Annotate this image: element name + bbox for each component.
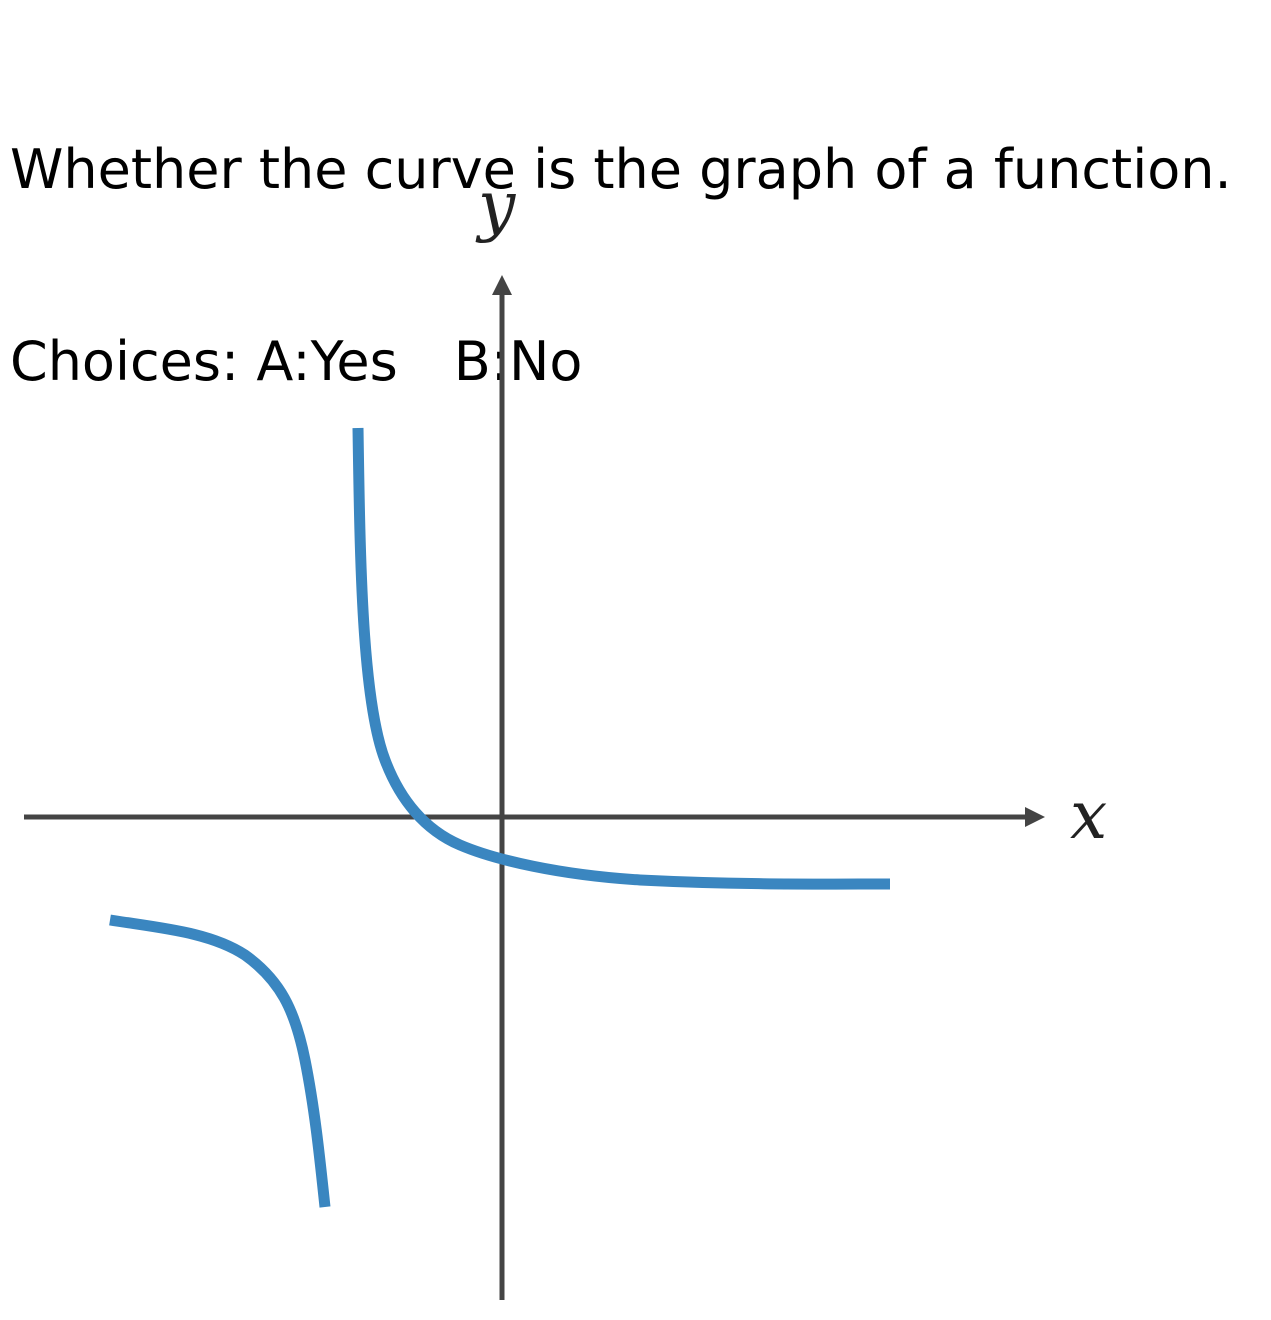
question-text: Whether the curve is the graph of a func…: [10, 138, 1232, 201]
y-axis-label: y: [475, 167, 516, 244]
choice-a[interactable]: A:Yes: [256, 330, 398, 393]
choices-row: Choices: A:Yes B:No: [10, 330, 1232, 394]
x-axis-label: x: [1070, 777, 1107, 854]
curve-left-branch: [109, 914, 331, 1208]
curve-figure: y x: [24, 167, 1107, 1300]
choices-prefix: Choices:: [10, 330, 240, 393]
choice-b[interactable]: B:No: [453, 330, 583, 393]
curve-right-branch: [352, 427, 891, 890]
question-block: Whether the curve is the graph of a func…: [10, 10, 1232, 458]
